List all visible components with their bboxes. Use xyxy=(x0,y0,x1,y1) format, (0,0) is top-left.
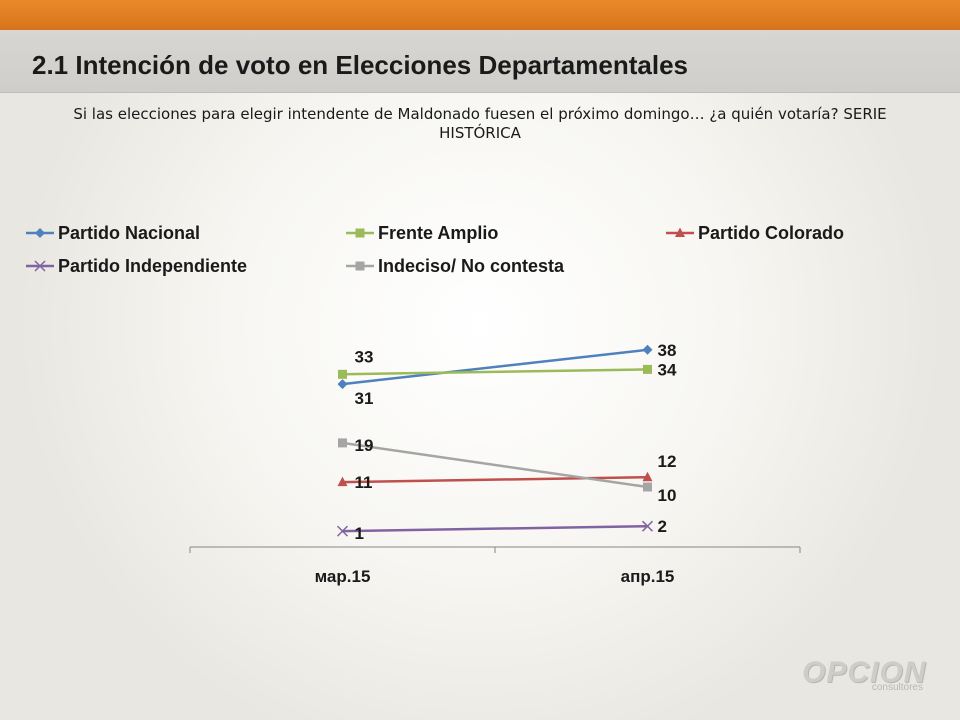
logo-wordmark: OPCION xyxy=(802,656,927,689)
data-point-marker xyxy=(642,471,653,482)
legend-marker xyxy=(675,227,685,237)
series-line xyxy=(342,368,648,376)
legend-label: Frente Amplio xyxy=(378,223,498,243)
data-point-marker xyxy=(338,438,347,448)
x-tick-label: мар.15 xyxy=(315,567,371,586)
legend-label: Indeciso/ No contesta xyxy=(378,256,565,276)
data-point-marker xyxy=(337,476,348,487)
data-point-marker xyxy=(643,364,652,374)
series-line xyxy=(342,441,648,489)
series-line xyxy=(342,348,648,386)
legend-marker xyxy=(35,228,45,238)
data-label: 10 xyxy=(658,486,677,505)
data-label: 38 xyxy=(658,341,677,360)
legend-marker xyxy=(355,228,365,238)
data-label: 19 xyxy=(355,436,374,455)
legend-label: Partido Nacional xyxy=(58,223,200,243)
data-point-marker xyxy=(643,482,652,492)
data-label: 12 xyxy=(658,452,677,471)
chart-subtitle: Si las elecciones para elegir intendente… xyxy=(73,105,887,142)
series-line xyxy=(342,475,648,484)
data-point-marker xyxy=(337,379,348,390)
data-point-marker xyxy=(336,525,349,537)
data-point-marker xyxy=(338,369,347,379)
title-bar xyxy=(0,30,960,93)
legend-label: Partido Independiente xyxy=(58,256,247,276)
series-line xyxy=(342,524,648,533)
data-label: 31 xyxy=(355,389,374,408)
data-point-marker xyxy=(641,520,654,532)
page-title: 2.1 Intención de voto en Elecciones Depa… xyxy=(32,50,688,80)
data-label: 34 xyxy=(658,360,677,379)
data-point-marker xyxy=(642,344,653,355)
data-label: 1 xyxy=(355,524,364,543)
legend-marker xyxy=(34,260,46,272)
data-label: 33 xyxy=(355,347,374,366)
company-logo: OPCION consultores xyxy=(802,656,927,696)
top-accent-bar xyxy=(0,0,960,30)
x-tick-label: апр.15 xyxy=(621,567,675,586)
data-label: 2 xyxy=(658,517,667,536)
logo-subtext: consultores xyxy=(871,682,923,693)
data-label: 11 xyxy=(355,473,373,492)
legend-label: Partido Colorado xyxy=(698,223,844,243)
legend-marker xyxy=(355,261,365,271)
